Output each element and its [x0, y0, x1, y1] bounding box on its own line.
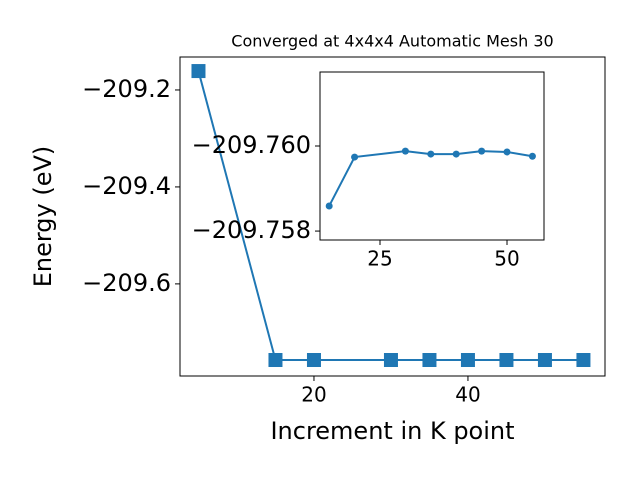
marker: [452, 150, 460, 158]
marker: [499, 353, 514, 368]
marker: [325, 202, 333, 210]
chart-title: Converged at 4x4x4 Automatic Mesh 30: [231, 32, 553, 51]
marker: [383, 353, 398, 368]
marker: [460, 353, 475, 368]
y-tick-label: −209.6: [82, 269, 171, 297]
y-axis-label: Energy (eV): [29, 146, 57, 288]
y-tick-label: −209.2: [82, 75, 171, 103]
x-tick-label: 20: [301, 383, 326, 407]
x-tick-label: 40: [455, 383, 480, 407]
marker: [528, 152, 536, 160]
marker: [478, 147, 486, 155]
marker: [351, 153, 359, 161]
series-line: [328, 150, 533, 207]
y-tick-label: −209.760: [192, 131, 311, 159]
marker: [191, 64, 206, 79]
marker: [401, 147, 409, 155]
marker: [576, 353, 591, 368]
marker: [427, 150, 435, 158]
x-axis-label: Increment in K point: [270, 417, 514, 445]
y-tick-label: −209.758: [192, 216, 311, 244]
x-tick-label: 50: [494, 247, 519, 271]
marker: [268, 353, 283, 368]
marker: [537, 353, 552, 368]
marker: [503, 148, 511, 156]
marker: [306, 353, 321, 368]
marker: [422, 353, 437, 368]
y-tick-label: −209.4: [82, 172, 171, 200]
x-tick-label: 25: [367, 247, 392, 271]
